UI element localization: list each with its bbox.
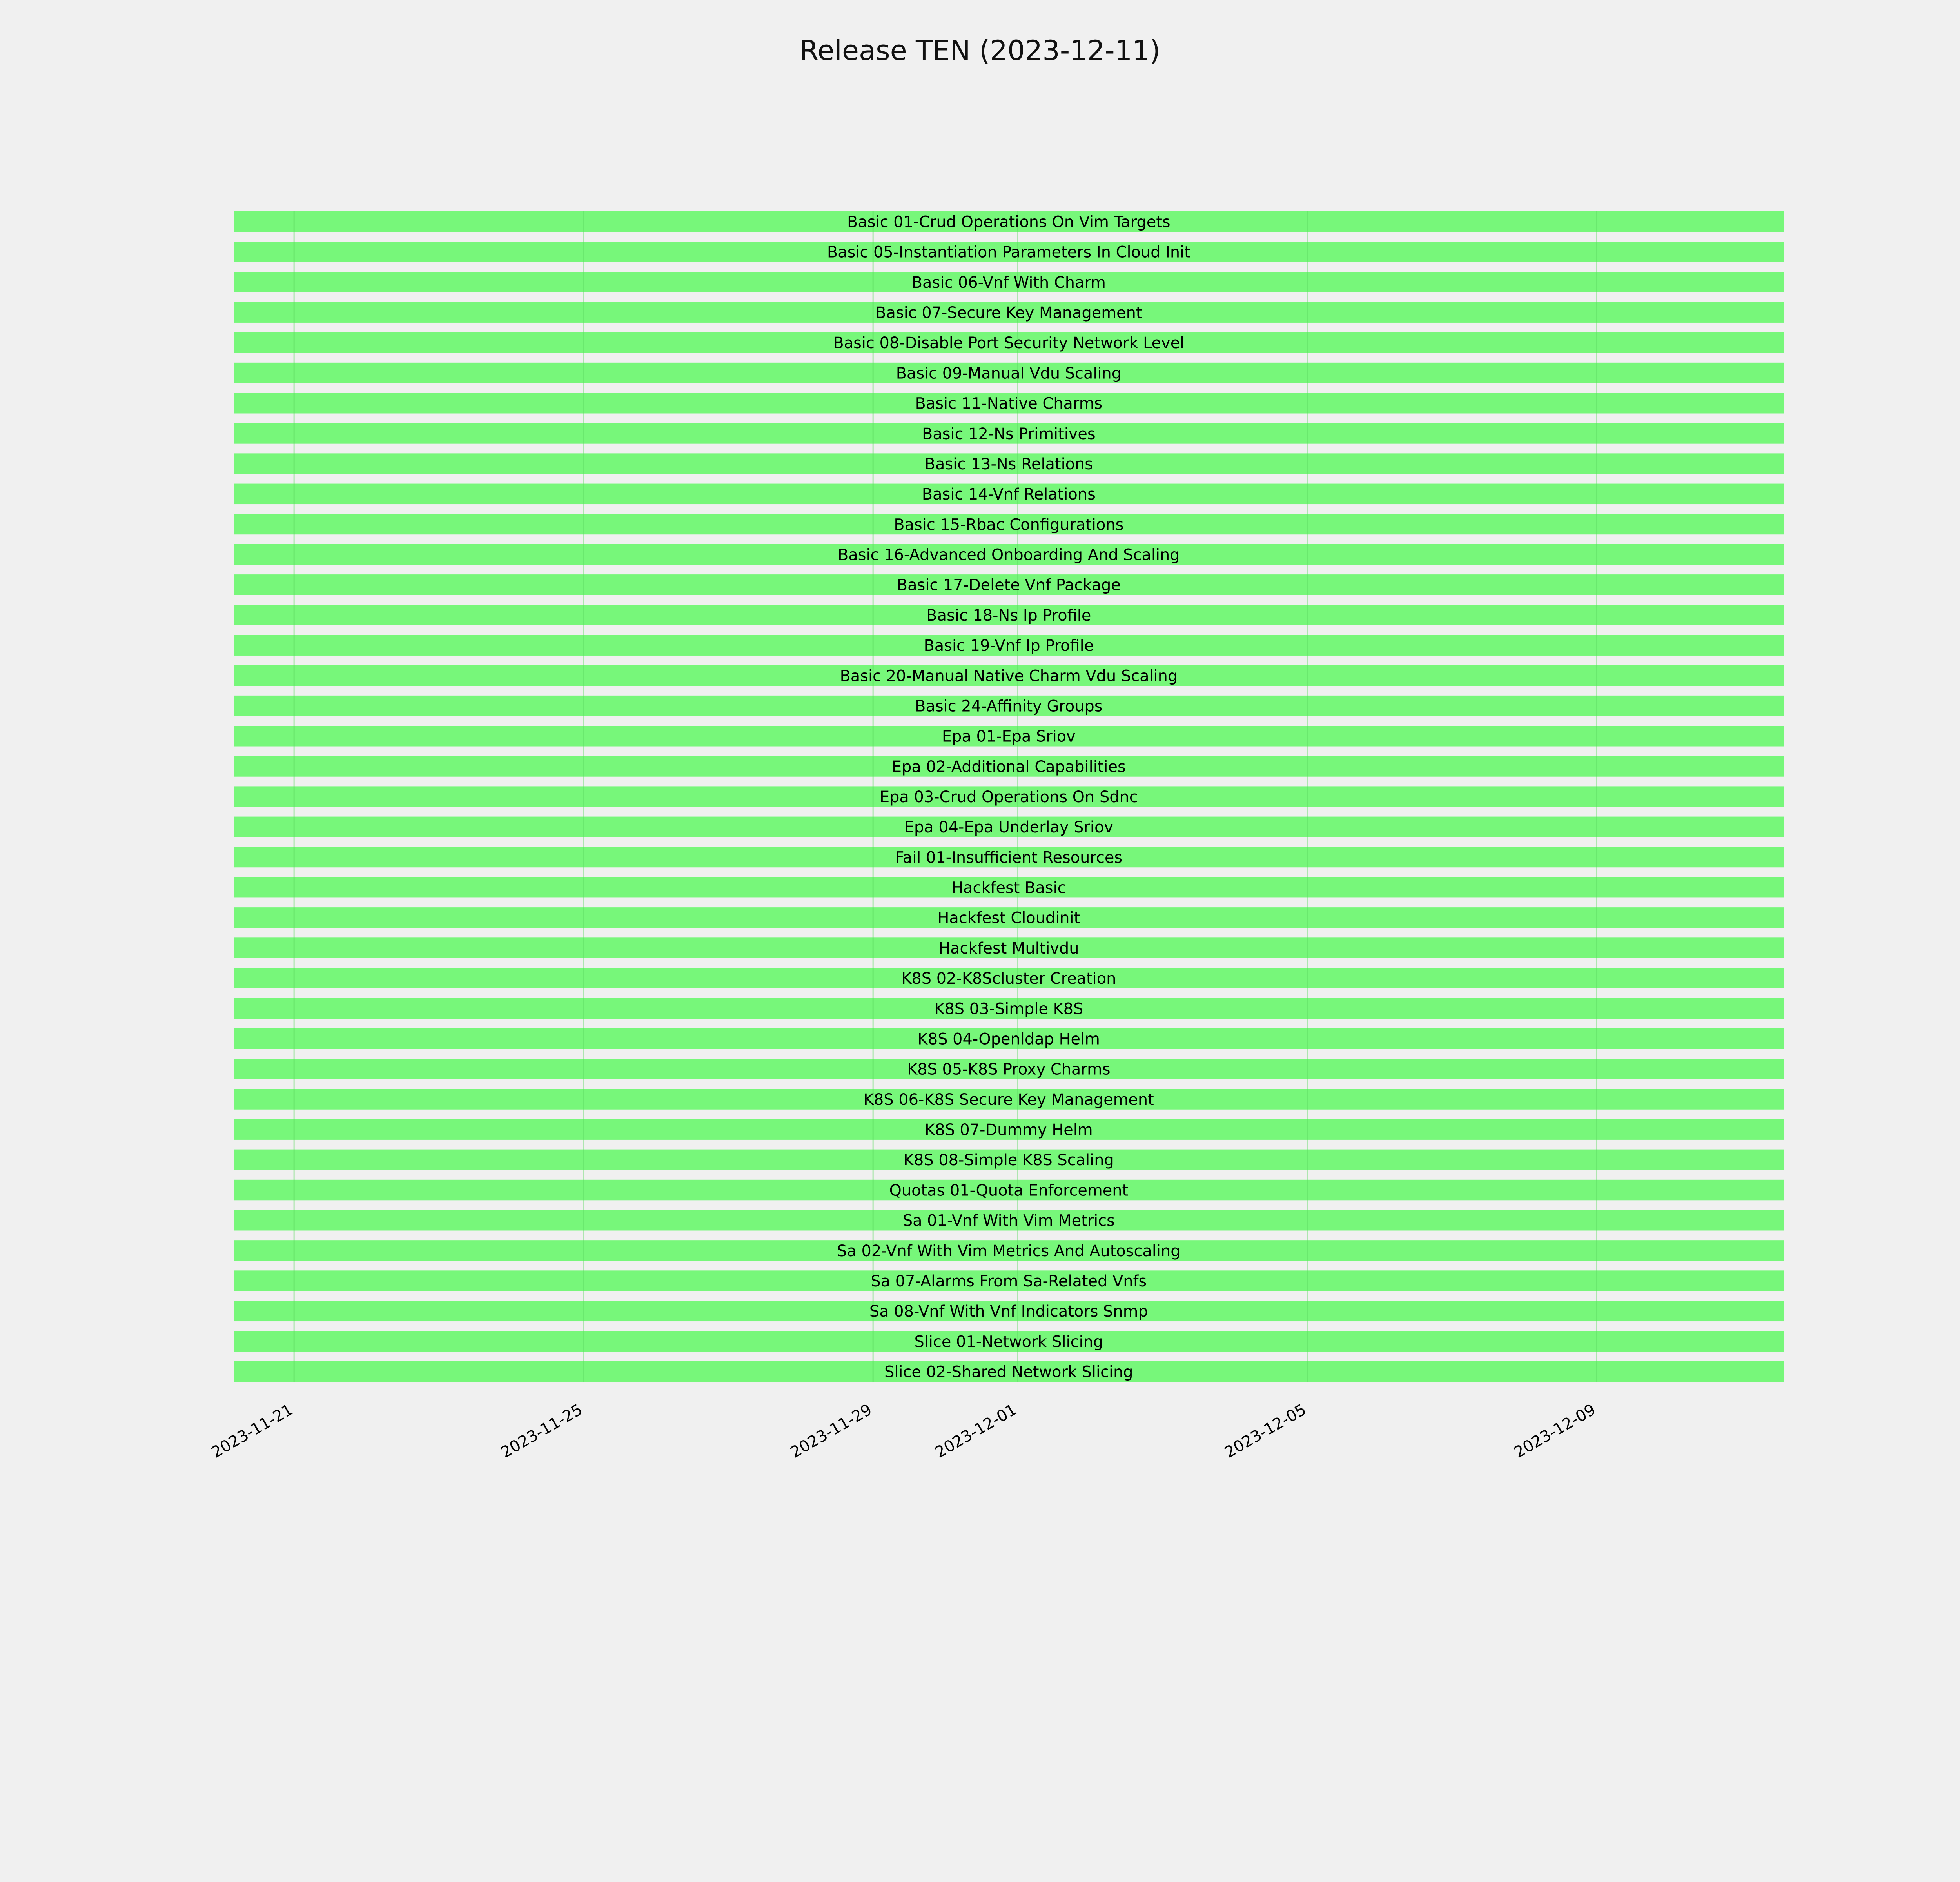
bar-label: K8S 06-K8S Secure Key Management (864, 1091, 1154, 1109)
gantt-bar (234, 786, 1784, 807)
bar-label: Hackfest Basic (951, 879, 1066, 897)
gantt-bar (234, 514, 1784, 535)
bar-label: K8S 03-Simple K8S (934, 1000, 1083, 1018)
bar-label: K8S 02-K8Scluster Creation (901, 970, 1116, 988)
bar-label: Basic 19-Vnf Ip Profile (924, 637, 1094, 655)
gantt-bar (234, 968, 1784, 988)
gantt-bar (234, 998, 1784, 1019)
grid-group (293, 211, 1598, 1382)
bar-label: K8S 07-Dummy Helm (925, 1121, 1093, 1139)
bar-label: Sa 08-Vnf With Vnf Indicators Snmp (869, 1303, 1148, 1321)
gantt-bar (234, 453, 1784, 474)
gantt-chart: Release TEN (2023-12-11) Basic 01-Crud O… (208, 35, 1784, 1462)
gantt-bar (234, 1240, 1784, 1261)
gantt-bar (234, 574, 1784, 595)
bar-label: Quotas 01-Quota Enforcement (889, 1181, 1129, 1199)
bar-label: Basic 07-Secure Key Management (875, 304, 1142, 322)
gantt-bar (234, 877, 1784, 898)
gantt-bar (234, 695, 1784, 716)
gantt-bar (234, 211, 1784, 232)
gantt-bar (234, 816, 1784, 837)
gantt-bar (234, 1210, 1784, 1231)
bar-label: Basic 11-Native Charms (915, 395, 1103, 413)
gantt-bar (234, 756, 1784, 777)
gantt-bar (234, 302, 1784, 323)
bar-label: Basic 13-Ns Relations (925, 455, 1093, 473)
gantt-bar (234, 362, 1784, 383)
bar-label: Basic 09-Manual Vdu Scaling (896, 364, 1122, 382)
gantt-bar (234, 1028, 1784, 1049)
bar-label: Hackfest Cloudinit (937, 909, 1080, 927)
gantt-bar (234, 332, 1784, 353)
bar-label: Slice 02-Shared Network Slicing (884, 1363, 1133, 1381)
bar-label: Basic 24-Affinity Groups (915, 697, 1102, 715)
gantt-bar (234, 544, 1784, 565)
bar-label: Sa 02-Vnf With Vim Metrics And Autoscali… (837, 1242, 1180, 1260)
gantt-bar (234, 1361, 1784, 1382)
gantt-bar (234, 1331, 1784, 1352)
bar-label: Epa 04-Epa Underlay Sriov (904, 818, 1113, 836)
bar-label: Epa 01-Epa Sriov (942, 728, 1076, 746)
bar-label: K8S 04-Openldap Helm (918, 1030, 1100, 1048)
gantt-bar (234, 393, 1784, 414)
gantt-bar (234, 1059, 1784, 1079)
bar-label: Basic 15-Rbac Configurations (894, 516, 1123, 534)
gantt-bar (234, 605, 1784, 625)
gantt-bar (234, 1089, 1784, 1110)
bar-label: Basic 18-Ns Ip Profile (926, 607, 1091, 625)
bar-label: Basic 08-Disable Port Security Network L… (833, 334, 1184, 352)
bar-label: Basic 16-Advanced Onboarding And Scaling (838, 546, 1180, 564)
bar-label: Sa 07-Alarms From Sa-Related Vnfs (871, 1272, 1147, 1290)
bar-label: Epa 02-Additional Capabilities (892, 758, 1126, 776)
bars-group (234, 211, 1784, 1382)
bar-label: Basic 20-Manual Native Charm Vdu Scaling (840, 667, 1178, 685)
gantt-bar (234, 1301, 1784, 1322)
bar-label: K8S 05-K8S Proxy Charms (907, 1061, 1111, 1079)
bar-label: Basic 17-Delete Vnf Package (897, 576, 1121, 594)
gantt-bar (234, 665, 1784, 686)
bar-label: Epa 03-Crud Operations On Sdnc (880, 788, 1138, 806)
bar-labels-group: Basic 01-Crud Operations On Vim Targets B… (827, 213, 1191, 1381)
gantt-bar (234, 272, 1784, 292)
bar-label: Sa 01-Vnf With Vim Metrics (903, 1212, 1115, 1230)
gantt-bar (234, 1179, 1784, 1201)
gantt-bar (234, 847, 1784, 868)
bar-label: Hackfest Multivdu (938, 939, 1079, 957)
bar-label: Basic 12-Ns Primitives (922, 425, 1096, 443)
bar-label: Fail 01-Insufficient Resources (895, 848, 1123, 867)
gantt-bar (234, 483, 1784, 505)
chart-container: Release TEN (2023-12-11) Basic 01-Crud O… (208, 35, 1784, 1462)
gantt-bar (234, 907, 1784, 928)
bar-label: Basic 05-Instantiation Parameters In Clo… (827, 243, 1191, 262)
gantt-bar (234, 635, 1784, 656)
bar-label: K8S 08-Simple K8S Scaling (904, 1151, 1114, 1169)
gantt-bar (234, 242, 1784, 262)
bar-label: Basic 14-Vnf Relations (922, 485, 1096, 503)
gantt-bar (234, 1119, 1784, 1140)
gantt-bar (234, 937, 1784, 958)
bar-label: Slice 01-Network Slicing (915, 1333, 1103, 1351)
gantt-bar (234, 1149, 1784, 1170)
bar-label: Basic 01-Crud Operations On Vim Targets (847, 213, 1171, 231)
gantt-bar (234, 726, 1784, 747)
bar-label: Basic 06-Vnf With Charm (912, 274, 1106, 292)
gantt-bar (234, 423, 1784, 444)
chart-title: Release TEN (2023-12-11) (800, 35, 1161, 67)
gantt-bar (234, 1270, 1784, 1291)
